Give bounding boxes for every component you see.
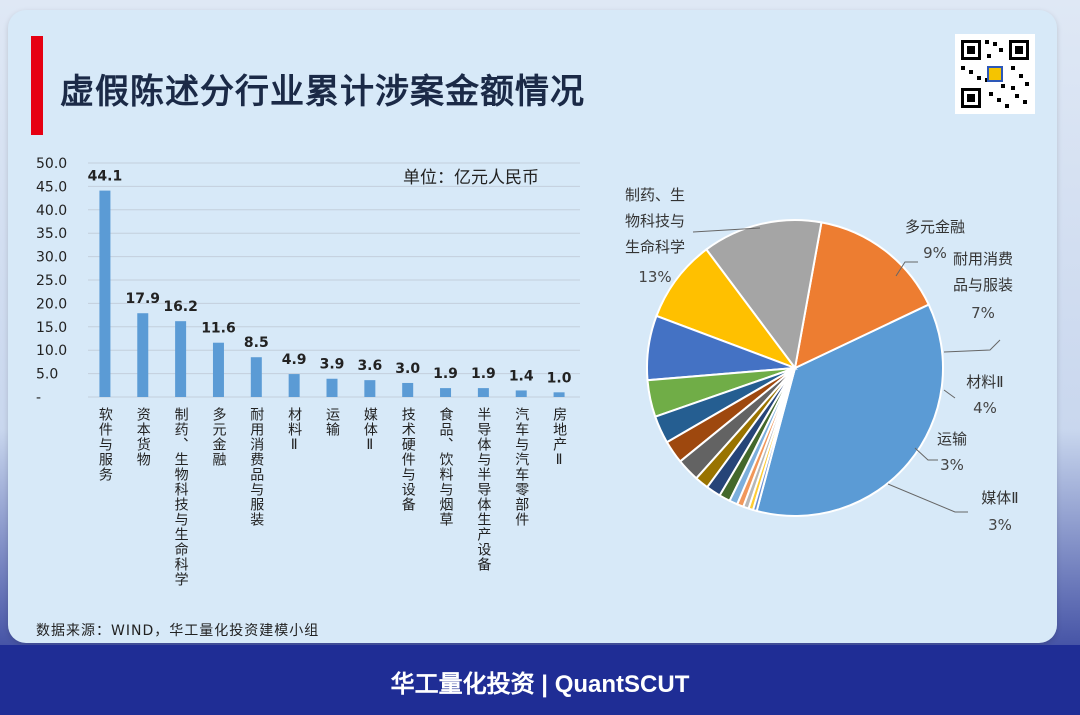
bar-value-label: 44.1 [88,169,123,185]
y-tick-label: - [36,390,41,406]
pie-slice [704,219,823,371]
pie-leader-line [914,447,938,461]
bar [137,313,149,397]
pie-slice [793,221,931,370]
y-tick-label: 45.0 [36,179,67,195]
y-tick-label: 25.0 [36,273,67,289]
bar [515,390,527,397]
bar-value-label: 3.9 [320,357,345,373]
qr-code-icon [955,34,1035,114]
pie-leader-line [943,389,956,399]
pie-slice-percent: 9% [923,244,947,262]
y-tick-label: 35.0 [36,226,67,242]
bar-value-label: 1.9 [471,366,496,382]
x-category-label: 运输 [324,407,340,437]
x-category-label: 房地产Ⅱ [551,407,567,469]
pie-slice-percent: 4% [973,399,997,417]
pie-slice-label: 品与服装 [953,276,1013,294]
bar-value-label: 3.6 [357,358,382,374]
bar [326,378,338,397]
page-title: 虚假陈述分行业累计涉案金额情况 [60,72,585,112]
x-category-label: 资本货物 [135,407,151,467]
bar [402,382,414,397]
bar-value-label: 1.9 [433,366,458,382]
pie-slice [755,303,944,517]
pie-leader-line [692,227,761,233]
pie-slice-percent: 13% [638,268,671,286]
y-tick-label: 20.0 [36,296,67,312]
bar-value-label: 17.9 [125,291,160,307]
unit-label: 单位：亿元人民币 [403,168,539,188]
x-category-label: 半导体与半导体生产设备 [475,407,491,572]
pie-slice-label: 运输 [937,430,967,448]
x-category-label: 技术硬件与设备 [400,407,416,512]
pie-slice-percent: 3% [988,516,1012,534]
bar [212,342,224,397]
bar [364,380,376,397]
bar-value-label: 16.2 [163,299,198,315]
pie-slice-label: 物科技与 [625,212,685,230]
bar [99,190,111,397]
x-category-label: 媒体Ⅱ [362,407,378,454]
pie-slice-label: 媒体Ⅱ [981,489,1018,507]
pie-slice [655,248,798,371]
footer-bar [0,645,1080,715]
x-category-label: 食品、饮料与烟草 [438,406,454,527]
x-category-label: 软件与服务 [97,407,113,482]
pie-slice-percent: 7% [971,304,995,322]
pie-leader-line [943,339,1001,353]
bar [288,374,300,397]
x-category-label: 材料Ⅱ [286,407,302,454]
bar-value-label: 11.6 [201,321,236,337]
bar-value-label: 8.5 [244,335,269,351]
pie-slice [751,367,796,513]
x-category-label: 耐用消费品与服装 [248,407,264,527]
x-category-label: 多元金融 [210,406,226,467]
y-tick-label: 5.0 [36,367,58,383]
y-tick-label: 15.0 [36,320,67,336]
pie-leader-line [887,483,968,513]
bar [250,357,262,397]
bar [175,321,187,397]
pie-slice-label: 材料Ⅱ [966,373,1003,391]
bar [553,392,565,397]
pie-slice-percent: 3% [940,456,964,474]
pie-slice-label: 多元金融 [905,218,965,236]
y-tick-label: 30.0 [36,250,67,266]
y-tick-label: 40.0 [36,203,67,219]
bar [440,388,452,397]
bar [477,388,489,397]
pie-leader-line [895,261,918,277]
pie-slice-label: 制药、生 [625,186,685,204]
x-category-label: 制药、生物科技与生命科学 [173,407,189,587]
title-accent-bar [31,36,43,135]
pie-slice-label: 耐用消费 [953,250,1013,268]
y-tick-label: 10.0 [36,343,67,359]
bar-value-label: 1.0 [547,370,572,386]
bar-value-label: 4.9 [282,352,307,368]
x-category-label: 汽车与汽车零部件 [513,407,529,527]
footer-brand: 华工量化投资 | QuantSCUT [390,671,690,698]
bar-value-label: 3.0 [395,361,420,377]
bar-value-label: 1.4 [509,368,534,384]
y-tick-label: 50.0 [36,156,67,172]
data-source: 数据来源：WIND，华工量化投资建模小组 [36,623,320,639]
pie-slice-label: 生命科学 [625,238,685,256]
